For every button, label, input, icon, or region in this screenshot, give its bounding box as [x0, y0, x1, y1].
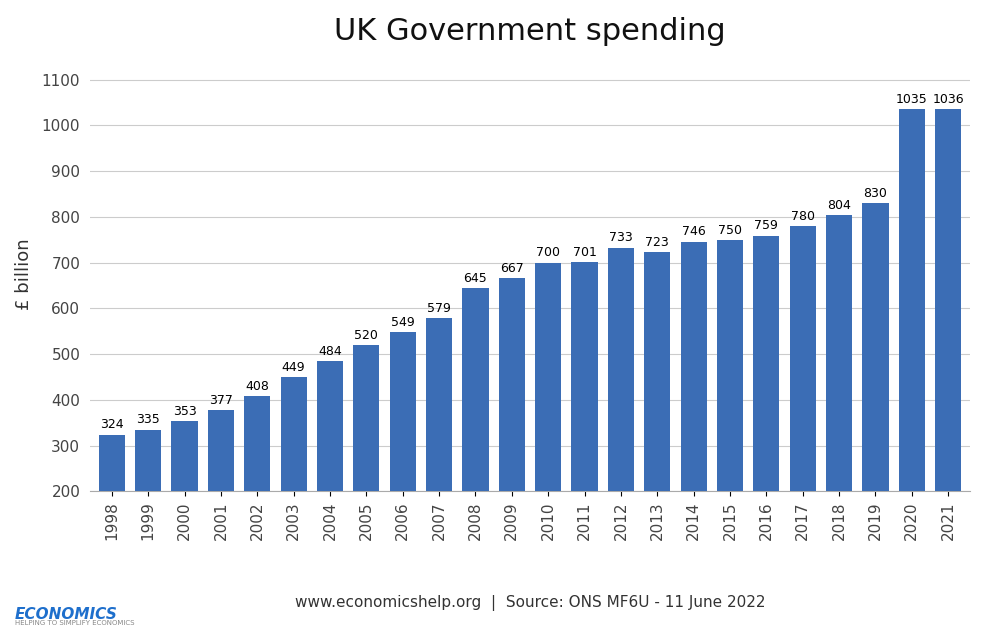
Bar: [171, 421, 198, 583]
Bar: [135, 430, 161, 583]
Text: 353: 353: [173, 405, 196, 418]
Text: ●: ●: [115, 603, 124, 613]
Text: 746: 746: [682, 226, 706, 238]
Text: ECONOMICS: ECONOMICS: [15, 607, 118, 622]
Text: 579: 579: [427, 302, 451, 315]
Text: HELP: HELP: [130, 601, 166, 614]
Bar: [826, 215, 852, 583]
Text: 701: 701: [573, 246, 596, 259]
Bar: [571, 262, 598, 583]
Text: 520: 520: [354, 329, 378, 341]
Bar: [353, 345, 379, 583]
Bar: [281, 377, 307, 583]
Bar: [644, 252, 670, 583]
Text: 667: 667: [500, 261, 524, 275]
Bar: [426, 318, 452, 583]
Bar: [935, 109, 961, 583]
Text: 324: 324: [100, 418, 124, 432]
Bar: [717, 240, 743, 583]
Bar: [899, 110, 925, 583]
Bar: [208, 410, 234, 583]
Text: 830: 830: [864, 187, 887, 200]
Text: 750: 750: [718, 224, 742, 236]
Bar: [608, 248, 634, 583]
Bar: [790, 226, 816, 583]
Bar: [99, 435, 125, 583]
Text: 484: 484: [318, 345, 342, 358]
Text: 700: 700: [536, 246, 560, 260]
Text: 759: 759: [754, 219, 778, 232]
Bar: [244, 396, 270, 583]
Text: 1036: 1036: [932, 93, 964, 106]
Text: 335: 335: [136, 413, 160, 427]
Bar: [535, 263, 561, 583]
Bar: [753, 236, 779, 583]
Text: 408: 408: [245, 380, 269, 393]
Bar: [862, 203, 889, 583]
Bar: [390, 332, 416, 583]
Bar: [317, 362, 343, 583]
Text: 1035: 1035: [896, 93, 928, 106]
Text: 780: 780: [791, 210, 815, 223]
Text: 733: 733: [609, 231, 633, 244]
Y-axis label: £ billion: £ billion: [15, 238, 33, 310]
Text: HELPING TO SIMPLIFY ECONOMICS: HELPING TO SIMPLIFY ECONOMICS: [15, 619, 134, 626]
Text: www.economicshelp.org  |  Source: ONS MF6U - 11 June 2022: www.economicshelp.org | Source: ONS MF6U…: [295, 595, 765, 611]
Text: 804: 804: [827, 199, 851, 212]
Bar: [681, 241, 707, 583]
Text: 377: 377: [209, 394, 233, 407]
Text: 449: 449: [282, 361, 305, 374]
Title: UK Government spending: UK Government spending: [334, 17, 726, 46]
Bar: [462, 288, 489, 583]
Bar: [499, 278, 525, 583]
Text: 645: 645: [464, 272, 487, 285]
Text: 723: 723: [645, 236, 669, 249]
Text: 549: 549: [391, 316, 415, 328]
